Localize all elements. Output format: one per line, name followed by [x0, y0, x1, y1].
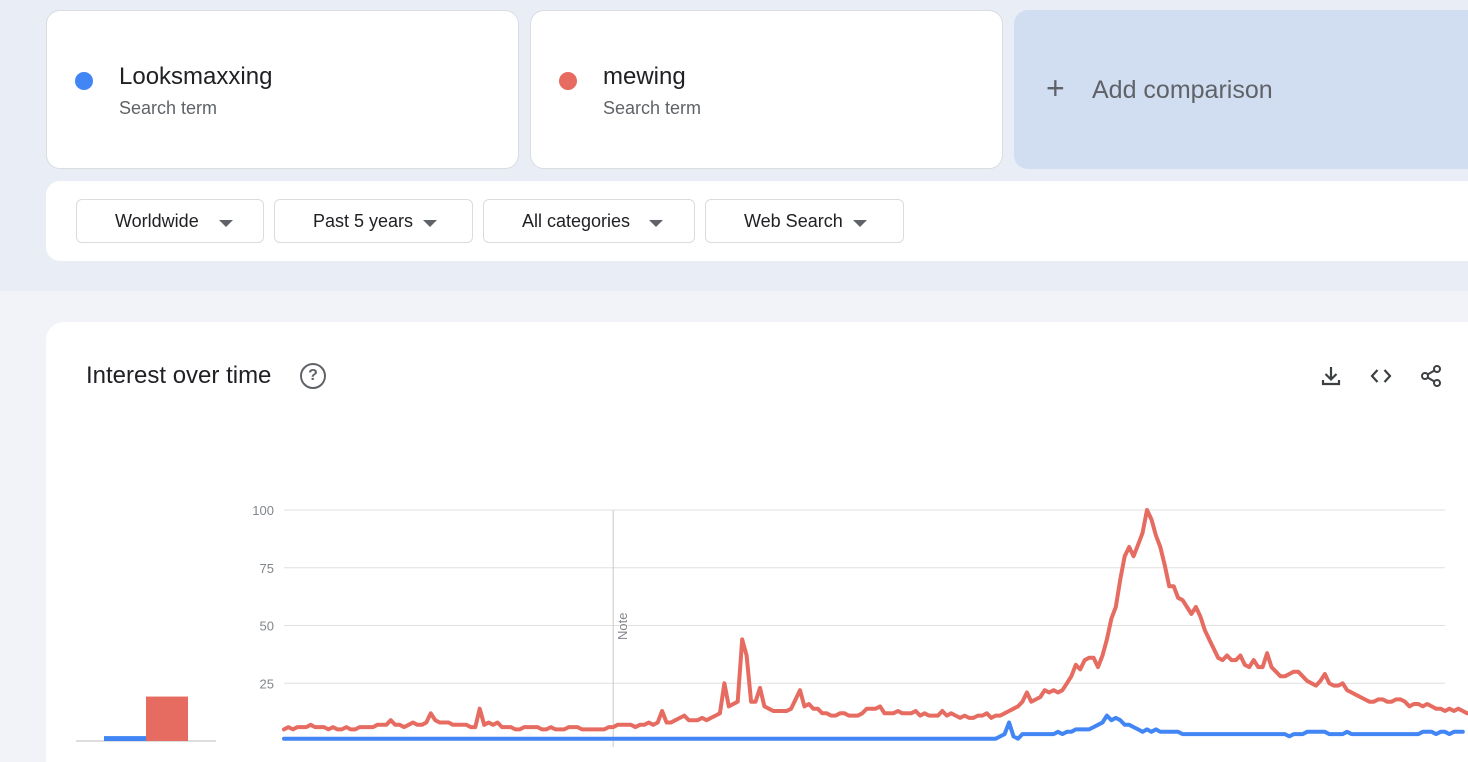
average-bar-looksmaxxing: [104, 736, 146, 741]
y-tick-label: 75: [260, 561, 274, 576]
caret-down-icon: [649, 220, 663, 227]
filter-time-range-dropdown[interactable]: Past 5 years: [274, 199, 473, 243]
y-tick-label: 100: [252, 503, 274, 518]
interest-over-time-card: Interest over time ? 100 75 50 25 Note: [46, 322, 1468, 762]
embed-code-icon[interactable]: [1369, 364, 1393, 388]
series-color-dot: [75, 72, 93, 90]
help-icon[interactable]: ?: [300, 363, 326, 389]
series-line-looksmaxxing: [282, 713, 1465, 741]
filter-search-type-dropdown[interactable]: Web Search: [705, 199, 904, 243]
search-term-name[interactable]: Looksmaxxing: [119, 63, 273, 90]
search-term-card-looksmaxxing[interactable]: Looksmaxxing Search term: [46, 10, 519, 169]
search-term-type: Search term: [119, 98, 218, 118]
y-tick-label: 50: [260, 619, 274, 634]
filter-time-range-label: Past 5 years: [313, 211, 414, 231]
filter-region-dropdown[interactable]: Worldwide: [76, 199, 264, 243]
filters-bar: Worldwide Past 5 years All categories We…: [46, 181, 1468, 261]
average-bar-mewing: [146, 696, 188, 741]
y-tick-label: 25: [260, 676, 274, 691]
note-marker-label: Note: [615, 613, 630, 640]
add-comparison-button[interactable]: + Add comparison: [1014, 10, 1468, 169]
search-term-name[interactable]: mewing: [603, 63, 686, 90]
caret-down-icon: [423, 220, 437, 227]
filter-search-type-label: Web Search: [744, 211, 843, 231]
interest-over-time-chart: 100 75 50 25 Note: [76, 503, 1468, 747]
download-icon[interactable]: [1319, 364, 1343, 388]
series-color-dot: [559, 72, 577, 90]
plus-icon: +: [1046, 70, 1065, 106]
filter-category-label: All categories: [522, 211, 631, 231]
filter-region-label: Worldwide: [115, 211, 199, 231]
add-comparison-label: Add comparison: [1092, 76, 1273, 104]
share-icon[interactable]: [1419, 364, 1443, 388]
caret-down-icon: [219, 220, 233, 227]
series-line-mewing: [282, 508, 1468, 732]
search-term-card-mewing[interactable]: mewing Search term: [530, 10, 1003, 169]
search-term-type: Search term: [603, 98, 702, 118]
caret-down-icon: [853, 220, 867, 227]
chart-title: Interest over time: [86, 362, 272, 389]
filter-category-dropdown[interactable]: All categories: [483, 199, 695, 243]
